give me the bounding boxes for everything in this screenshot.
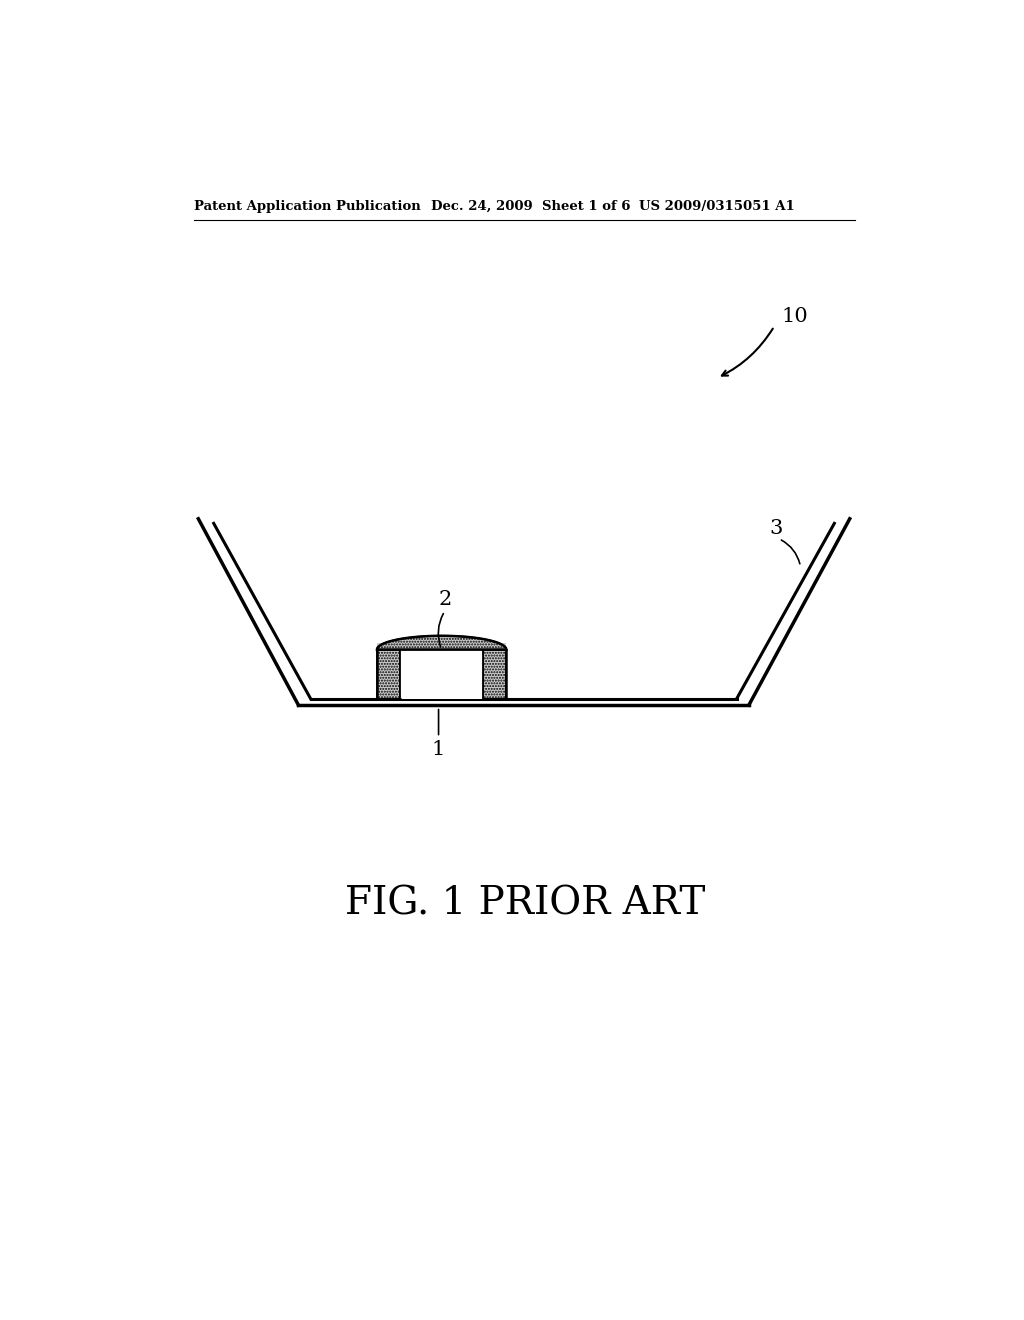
Text: FIG. 1 PRIOR ART: FIG. 1 PRIOR ART [345, 886, 705, 923]
Polygon shape [400, 649, 483, 700]
Text: 10: 10 [781, 306, 808, 326]
Text: US 2009/0315051 A1: US 2009/0315051 A1 [639, 199, 795, 213]
Polygon shape [377, 649, 400, 700]
Text: Patent Application Publication: Patent Application Publication [195, 199, 421, 213]
Text: Dec. 24, 2009  Sheet 1 of 6: Dec. 24, 2009 Sheet 1 of 6 [431, 199, 631, 213]
Text: 1: 1 [432, 741, 445, 759]
Text: 3: 3 [769, 519, 782, 537]
Polygon shape [377, 636, 506, 649]
Text: 2: 2 [438, 590, 452, 609]
Polygon shape [483, 649, 506, 700]
Polygon shape [377, 643, 506, 649]
